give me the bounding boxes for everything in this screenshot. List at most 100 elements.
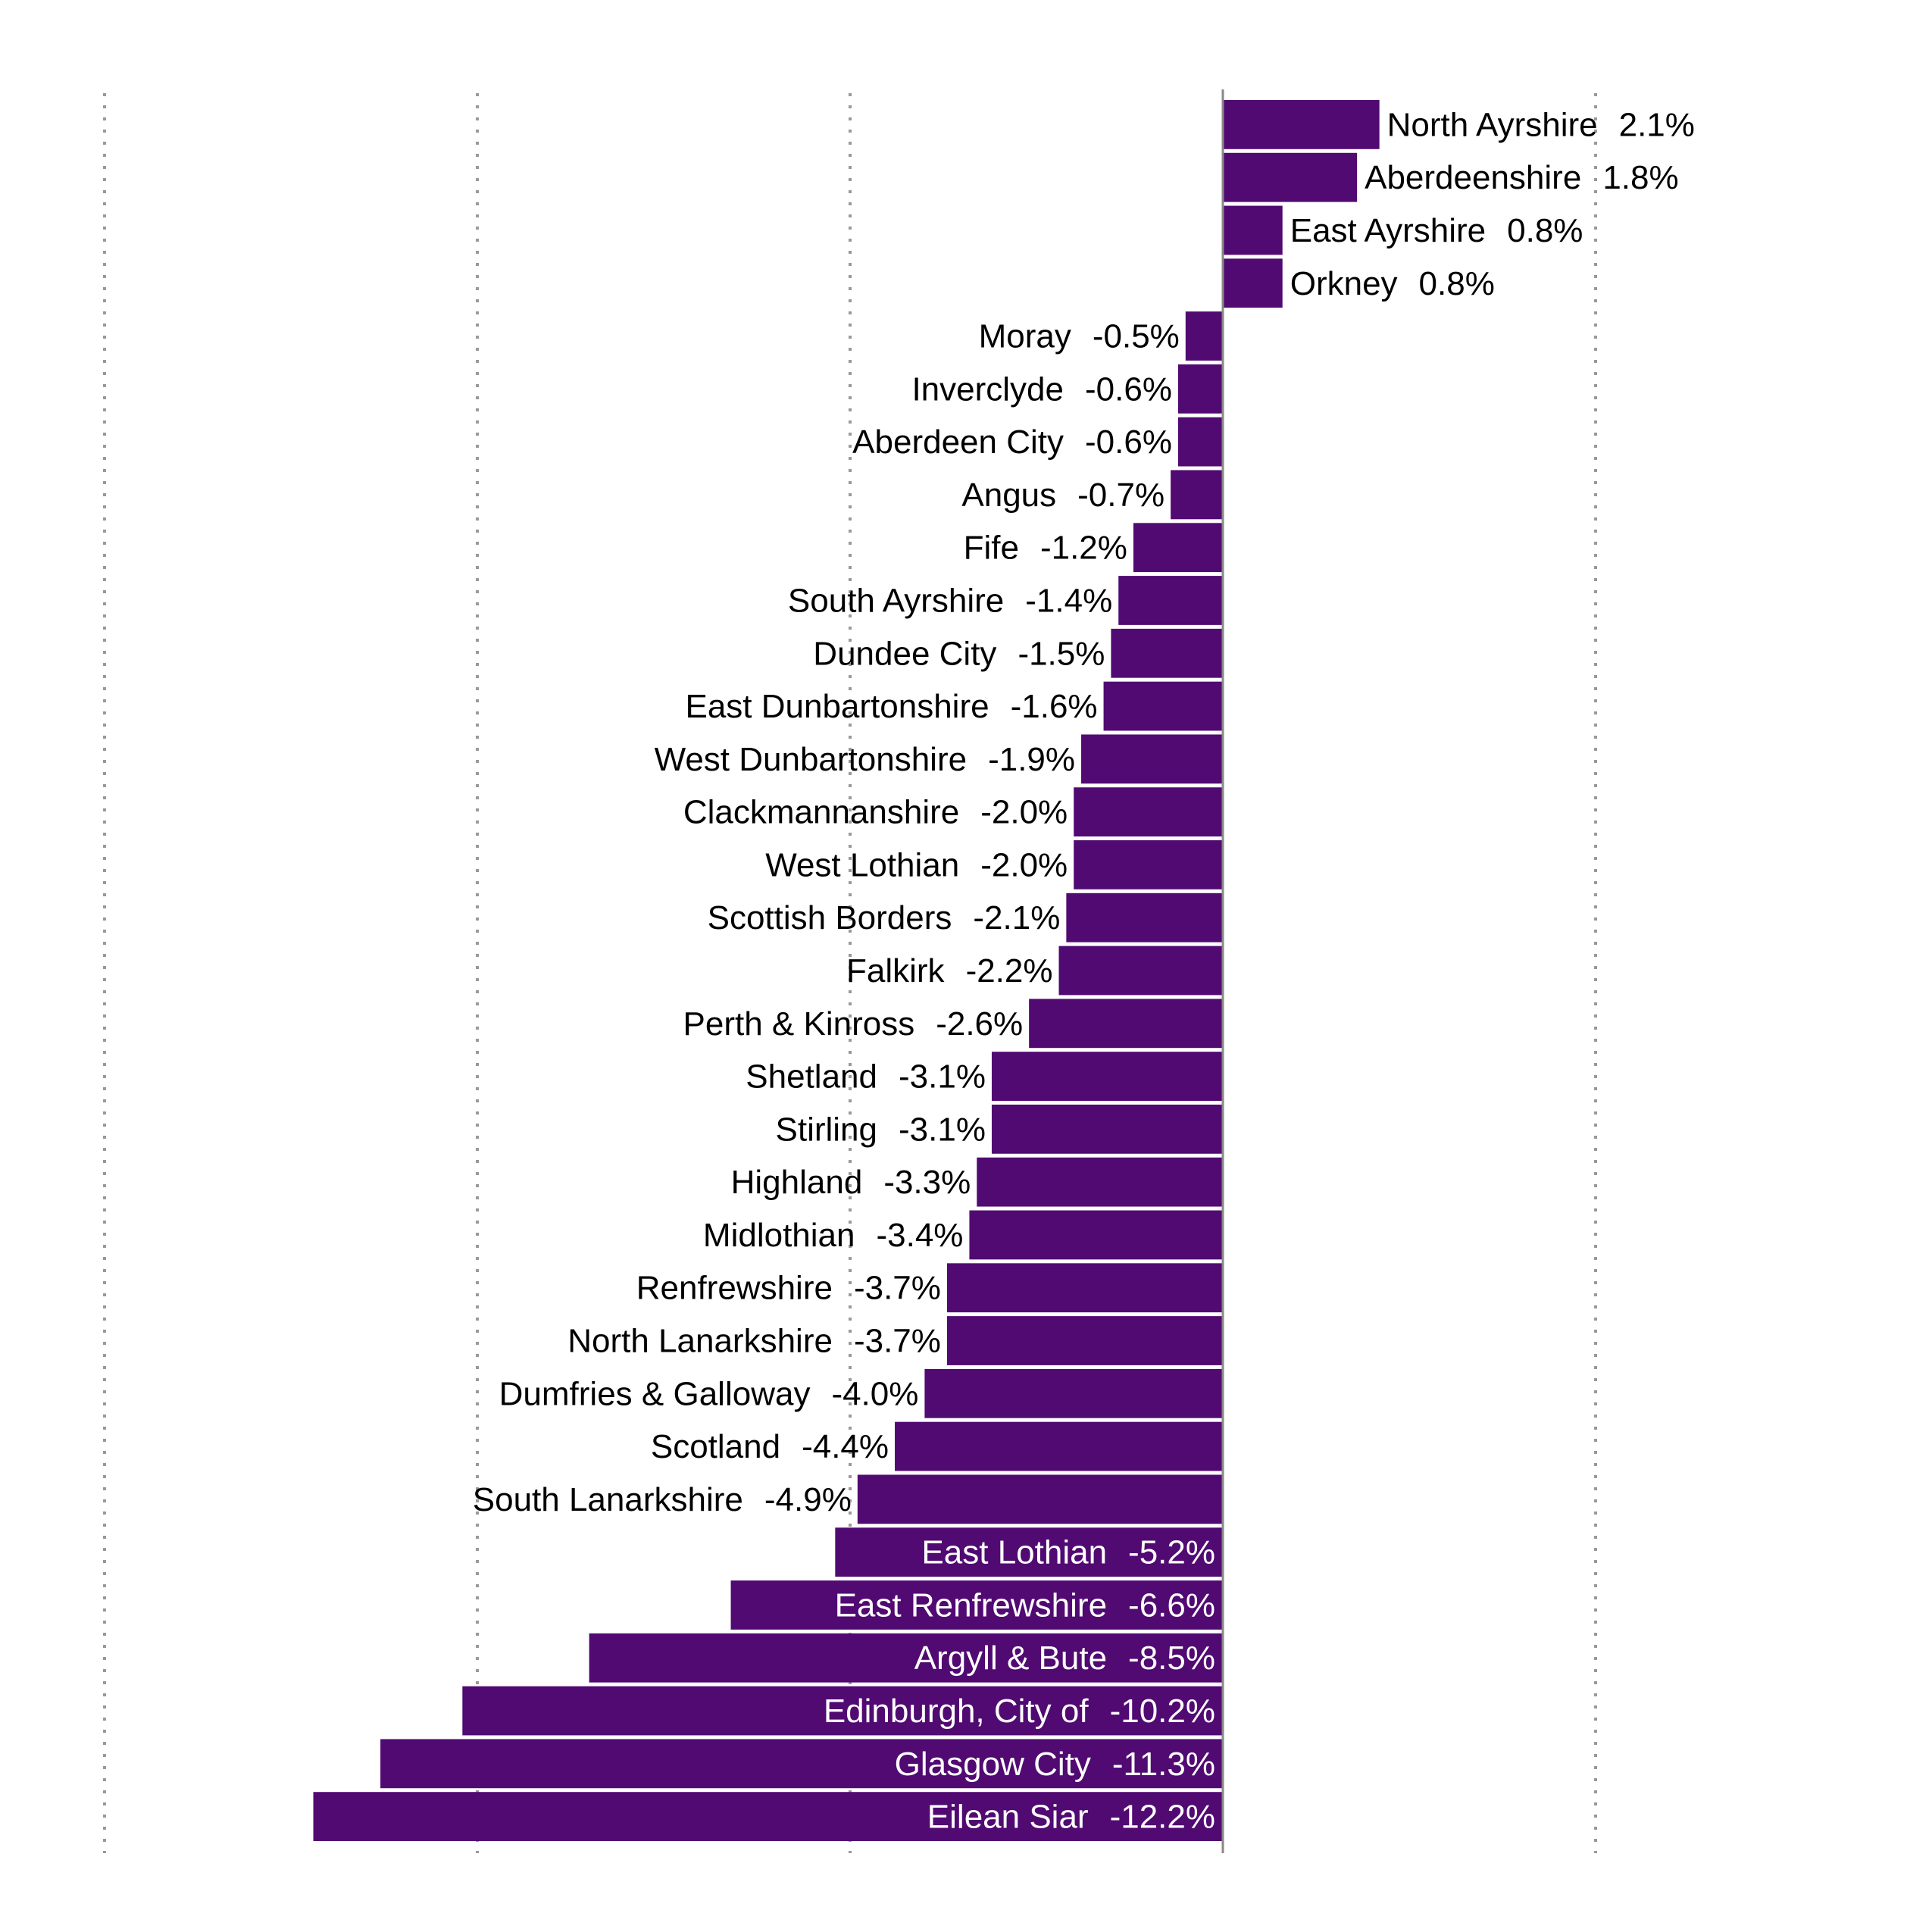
bar (857, 1474, 1223, 1524)
bar-label: East Ayrshire 0.8% (1290, 212, 1583, 249)
bar (1081, 734, 1223, 784)
value-label: -3.1% (899, 1111, 986, 1148)
bar-label: Fife -1.2% (964, 530, 1127, 567)
category-label: Stirling (776, 1111, 878, 1148)
value-label: -4.4% (802, 1428, 889, 1465)
value-label: -4.0% (831, 1375, 918, 1412)
category-label: North Lanarkshire (567, 1323, 833, 1360)
bar-label: South Ayrshire -1.4% (788, 582, 1112, 619)
bar-label: West Dunbartonshire -1.9% (655, 741, 1075, 778)
value-label: -1.2% (1040, 530, 1127, 567)
bar (1074, 840, 1223, 889)
category-label: Angus (961, 477, 1056, 514)
value-label: -1.5% (1018, 635, 1105, 672)
category-label: Dundee City (813, 635, 996, 672)
bar-label: West Lothian -2.0% (765, 846, 1068, 883)
value-label: -12.2% (1110, 1799, 1215, 1836)
bar-label: Argyll & Bute -8.5% (914, 1640, 1215, 1677)
bar-label: Scottish Borders -2.1% (708, 899, 1061, 936)
category-label: Aberdeenshire (1365, 159, 1581, 196)
bar-label: Inverclyde -0.6% (911, 370, 1172, 408)
bar-label: Dumfries & Galloway -4.0% (499, 1375, 919, 1412)
category-label: Renfrewshire (636, 1270, 833, 1307)
value-label: -2.6% (936, 1005, 1023, 1043)
category-label: Inverclyde (911, 370, 1064, 408)
bars (313, 100, 1380, 1841)
bar (977, 1157, 1223, 1207)
value-label: 0.8% (1507, 212, 1583, 249)
category-label: Fife (964, 530, 1019, 567)
bar-label: Moray -0.5% (979, 318, 1180, 355)
category-label: South Lanarkshire (473, 1481, 743, 1518)
bar-label: North Ayrshire 2.1% (1387, 106, 1695, 143)
value-label: -2.0% (980, 794, 1068, 831)
value-label: -1.4% (1025, 582, 1112, 619)
bar (1223, 100, 1380, 149)
bar (380, 1739, 1224, 1789)
category-label: Falkirk (846, 952, 946, 989)
value-label: -8.5% (1128, 1640, 1215, 1677)
value-label: -0.7% (1077, 477, 1165, 514)
value-label: -2.1% (973, 899, 1060, 936)
bar (924, 1368, 1223, 1418)
category-label: East Dunbartonshire (685, 688, 989, 725)
bar-label: Orkney 0.8% (1290, 265, 1495, 302)
category-label: Dumfries & Galloway (499, 1375, 811, 1412)
category-label: Argyll & Bute (914, 1640, 1107, 1677)
category-label: Shetland (746, 1058, 877, 1096)
bar-label: North Lanarkshire -3.7% (567, 1323, 941, 1360)
bar-label: Highland -3.3% (731, 1164, 971, 1201)
category-label: Edinburgh, City of (824, 1693, 1089, 1730)
bar-label: East Lothian -5.2% (921, 1534, 1215, 1571)
bar-label: Renfrewshire -3.7% (636, 1270, 941, 1307)
bar (1177, 417, 1223, 467)
value-label: -3.1% (899, 1058, 986, 1096)
category-label: Perth & Kinross (683, 1005, 915, 1043)
gridlines (103, 93, 1597, 1853)
bar (1223, 205, 1283, 255)
bar-label: Falkirk -2.2% (846, 952, 1053, 989)
value-label: -3.3% (883, 1164, 971, 1201)
value-label: -0.6% (1085, 370, 1172, 408)
value-label: 1.8% (1602, 159, 1678, 196)
bar (1118, 576, 1223, 625)
value-label: -1.6% (1011, 688, 1098, 725)
bar-label: Angus -0.7% (961, 477, 1165, 514)
bar-label: Aberdeen City -0.6% (852, 424, 1172, 461)
category-label: South Ayrshire (788, 582, 1004, 619)
value-label: -2.2% (966, 952, 1053, 989)
category-label: Scotland (651, 1428, 780, 1465)
bar (1177, 364, 1223, 414)
bar-label: Dundee City -1.5% (813, 635, 1105, 672)
bar (946, 1263, 1223, 1313)
value-label: -3.7% (854, 1270, 941, 1307)
bar-label: Scotland -4.4% (651, 1428, 889, 1465)
bar (462, 1686, 1223, 1736)
category-label: Highland (731, 1164, 863, 1201)
category-label: East Ayrshire (1290, 212, 1486, 249)
bar (1066, 893, 1223, 943)
category-label: Scottish Borders (708, 899, 952, 936)
bar (1171, 470, 1223, 520)
bar (313, 1792, 1223, 1841)
bar (589, 1633, 1223, 1683)
value-label: -5.2% (1128, 1534, 1215, 1571)
value-label: -1.9% (988, 741, 1075, 778)
bar (1029, 999, 1223, 1049)
bar-label: Stirling -3.1% (776, 1111, 986, 1148)
value-label: 0.8% (1419, 265, 1495, 302)
bar-label: Glasgow City -11.3% (895, 1746, 1215, 1783)
bar-label: Midlothian -3.4% (703, 1217, 964, 1254)
bar-label: Edinburgh, City of -10.2% (824, 1693, 1215, 1730)
bar-label: East Dunbartonshire -1.6% (685, 688, 1097, 725)
bar (730, 1580, 1223, 1630)
value-label: -4.9% (764, 1481, 852, 1518)
value-label: 2.1% (1619, 106, 1695, 143)
value-label: -0.6% (1085, 424, 1172, 461)
bar-label: Clackmannanshire -2.0% (683, 794, 1068, 831)
bar (1074, 787, 1223, 837)
bar-label: Eilean Siar -12.2% (927, 1799, 1215, 1836)
bar (1103, 681, 1223, 731)
category-label: Midlothian (703, 1217, 855, 1254)
